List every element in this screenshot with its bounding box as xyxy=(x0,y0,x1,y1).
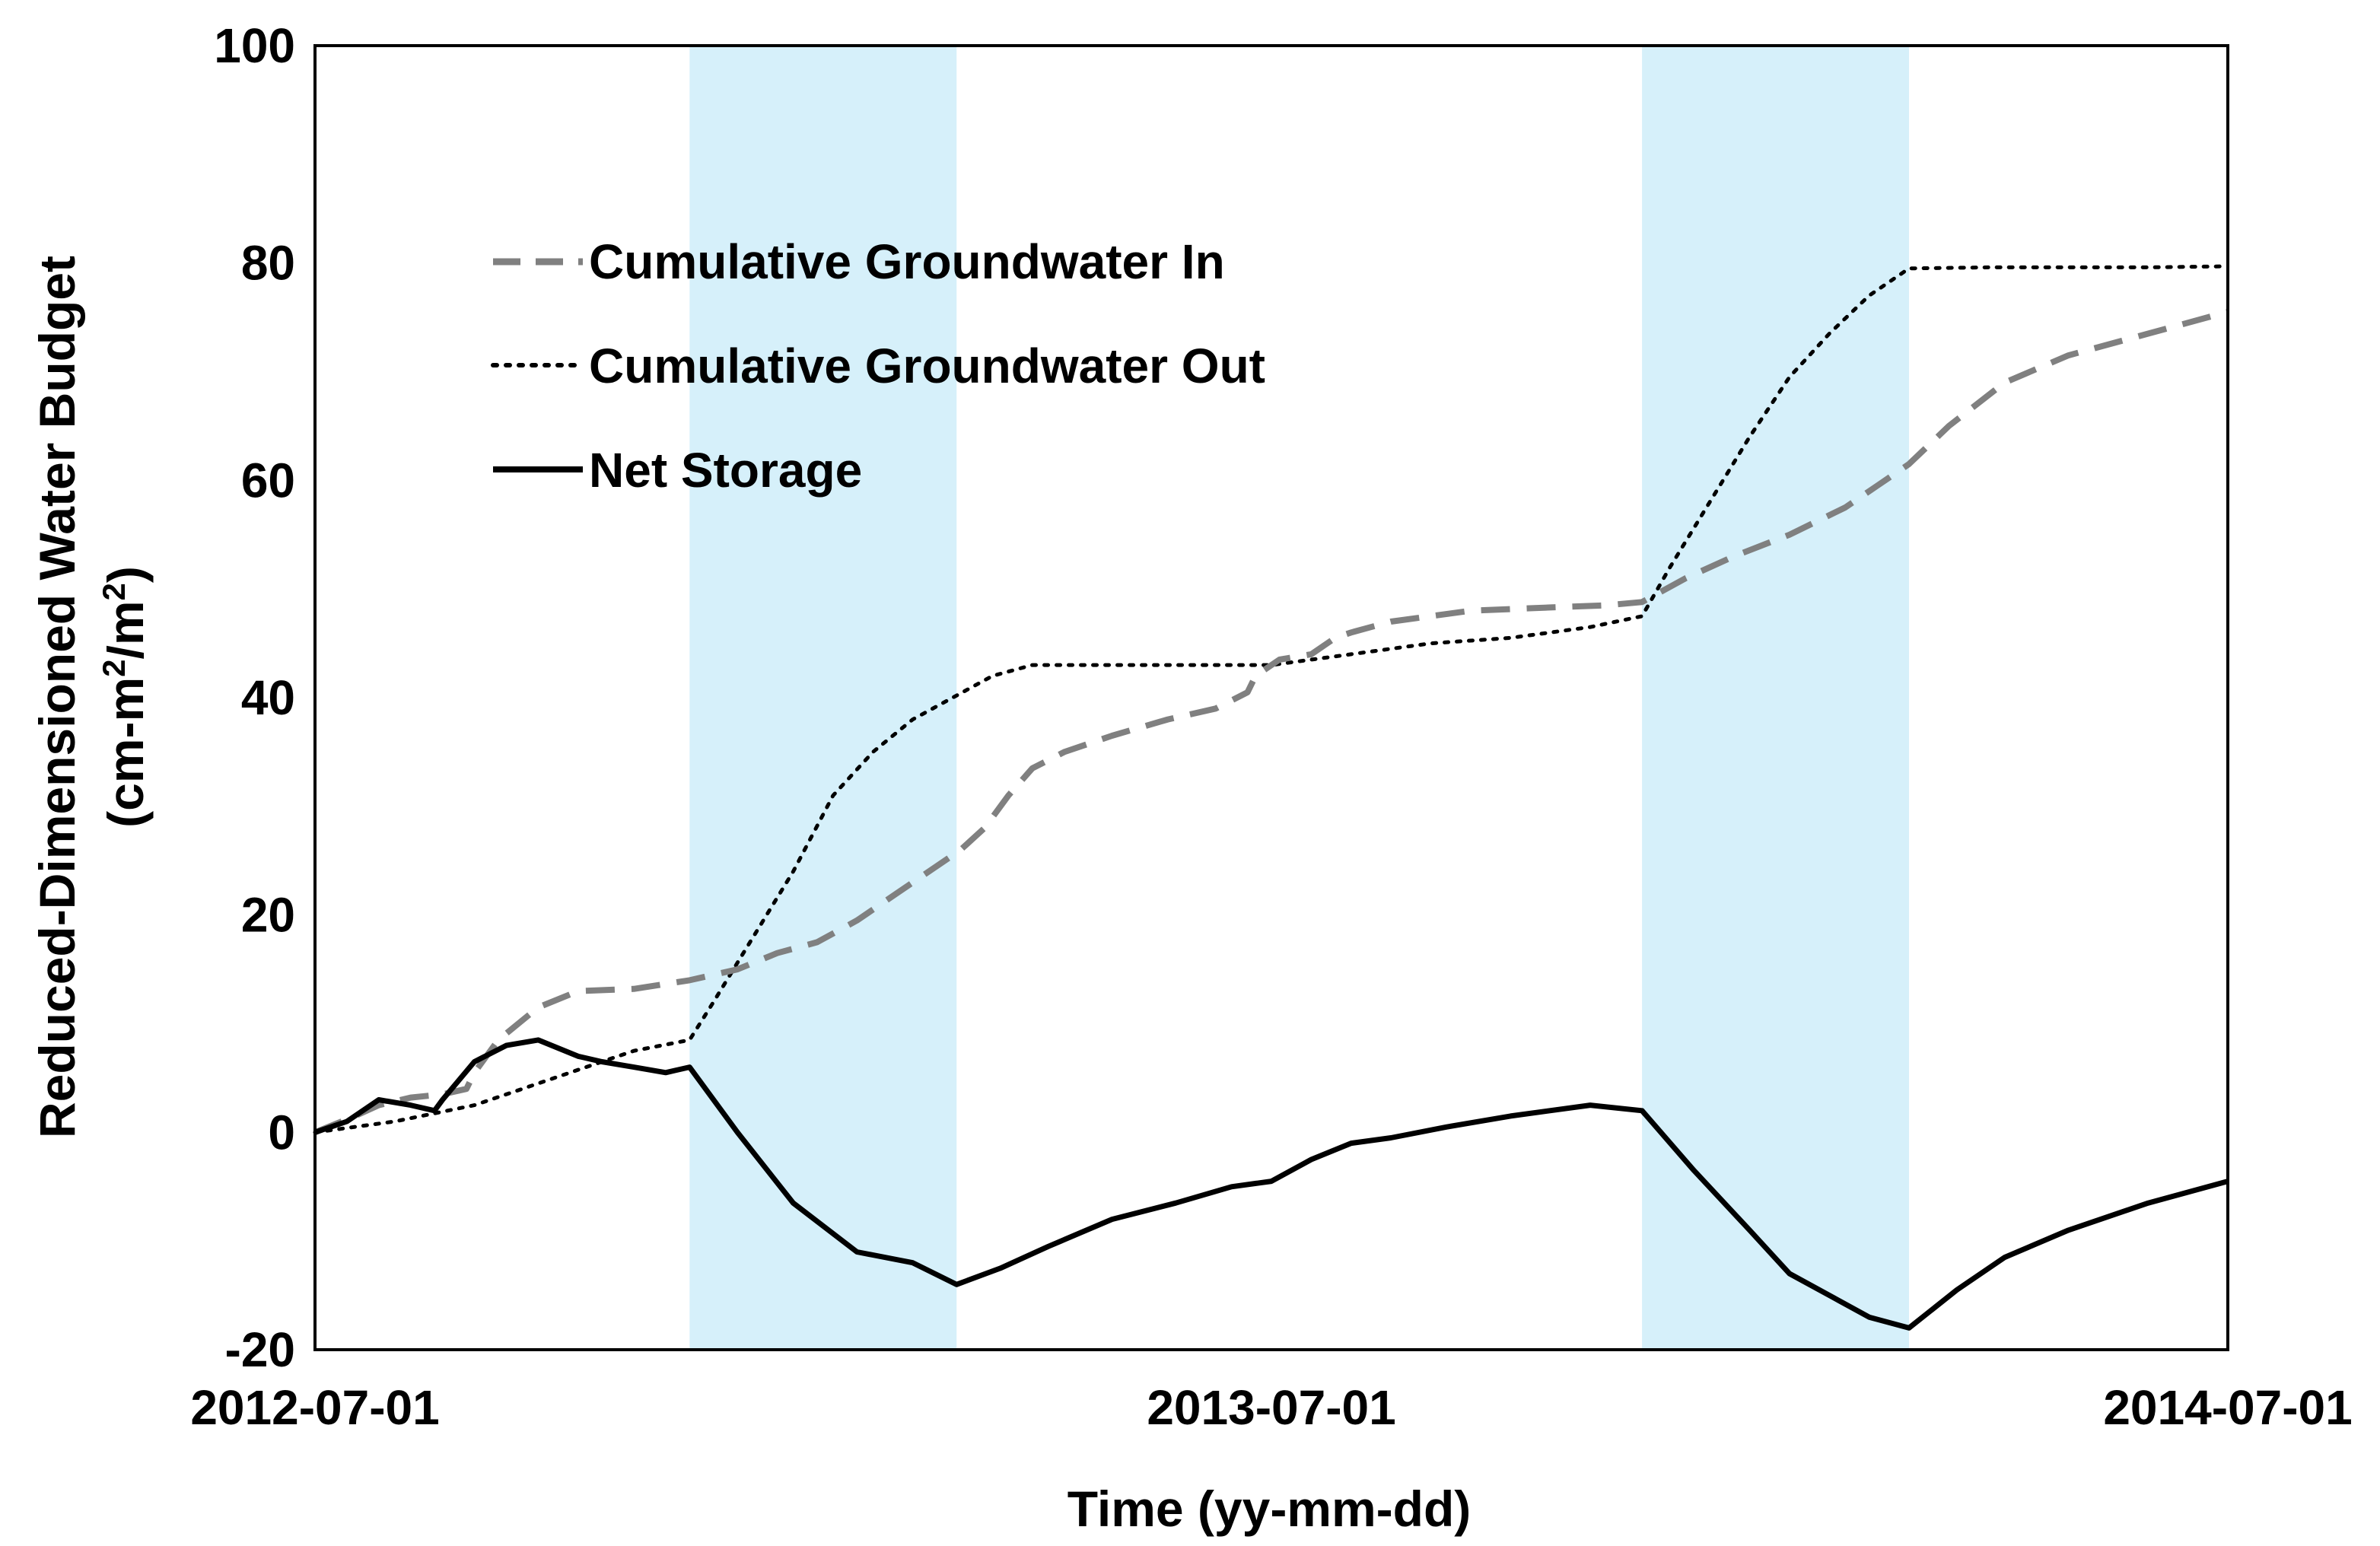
y-tick-label: 100 xyxy=(214,18,295,73)
legend-label-groundwater-out: Cumulative Groundwater Out xyxy=(589,339,1265,393)
y-tick-label: 80 xyxy=(241,236,295,291)
y-axis-title-part2: /m xyxy=(97,600,154,659)
x-axis-ticks: 2012-07-01 2013-07-01 2014-07-01 xyxy=(190,1380,2352,1435)
plot-frame xyxy=(313,44,2229,1351)
y-axis-title-line1: Reduced-Dimensioned Water Budget xyxy=(29,256,85,1138)
x-tick-label: 2013-07-01 xyxy=(1147,1380,1395,1435)
x-tick-label: 2012-07-01 xyxy=(190,1380,439,1435)
y-axis-title-part1: (cm-m xyxy=(97,677,154,828)
y-tick-label: 20 xyxy=(241,888,295,943)
legend: Cumulative Groundwater In Cumulative Gro… xyxy=(491,234,1265,498)
shaded-periods xyxy=(689,46,1909,1350)
x-tick-label: 2014-07-01 xyxy=(2103,1380,2352,1435)
y-axis-title-sup1: 2 xyxy=(96,659,132,676)
x-axis-title: Time (yy-mm-dd) xyxy=(1068,1481,1472,1537)
y-tick-label: 40 xyxy=(241,670,295,725)
shaded-period-2 xyxy=(1642,46,1909,1350)
y-axis-title-line2: (cm-m2/m2) xyxy=(96,566,154,828)
series-line-cumulative-groundwater-out xyxy=(313,264,2230,1134)
y-tick-label: -20 xyxy=(225,1322,296,1377)
shaded-period-1 xyxy=(689,46,957,1350)
legend-label-net-storage: Net Storage xyxy=(589,443,862,498)
legend-label-groundwater-in: Cumulative Groundwater In xyxy=(589,234,1225,289)
series-line-net-storage xyxy=(313,1037,2229,1331)
y-tick-label: 60 xyxy=(241,453,295,507)
y-axis-title-part3: ) xyxy=(97,566,154,583)
y-tick-label: 0 xyxy=(268,1105,295,1160)
y-axis-ticks: -20 0 20 40 60 80 100 xyxy=(214,18,295,1377)
series-line-cumulative-groundwater-in xyxy=(313,309,2229,1136)
y-axis-title-sup2: 2 xyxy=(96,583,132,600)
series-lines xyxy=(313,264,2230,1331)
